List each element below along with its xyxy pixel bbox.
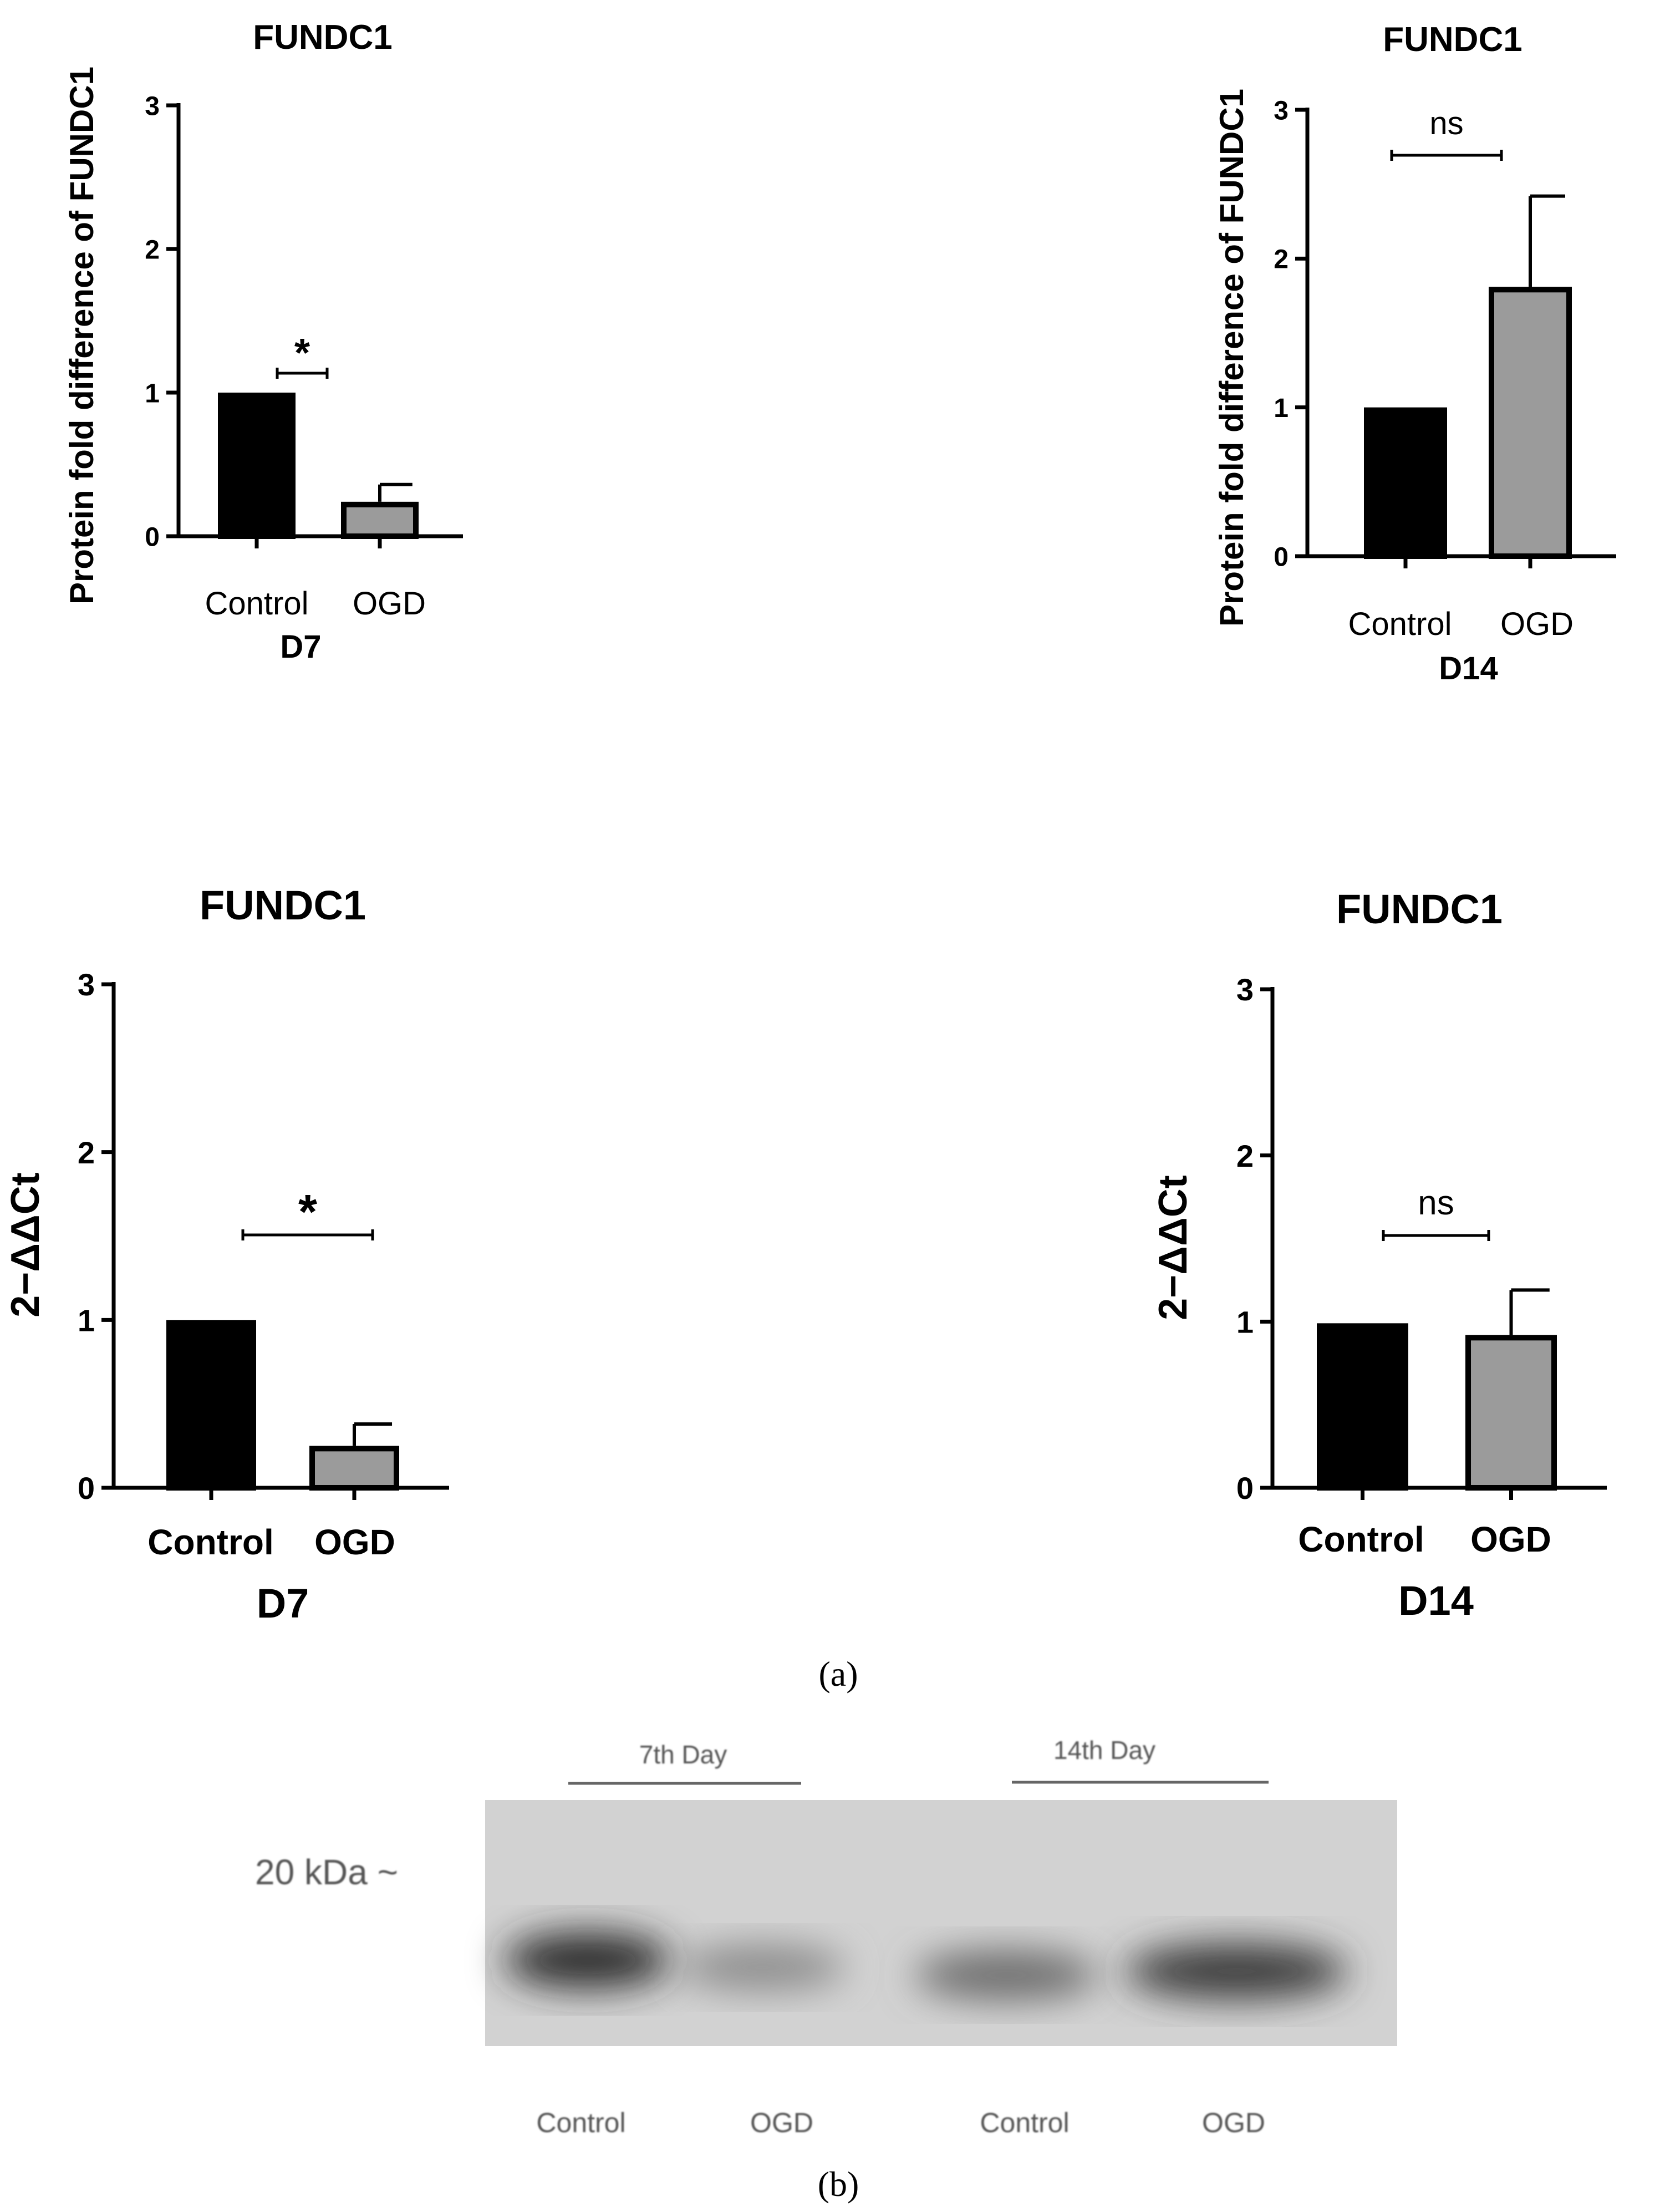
chart-title: FUNDC1: [253, 18, 392, 57]
y-axis-label: 2−ΔΔCt: [1151, 1175, 1195, 1320]
bar-control: [218, 393, 296, 539]
blot-group-7th-day: 7th Day: [568, 1740, 801, 1785]
y-axis-label: 2−ΔΔCt: [3, 1172, 48, 1318]
x-category-label: Control: [1348, 606, 1452, 642]
bar-control: [1317, 1323, 1408, 1491]
significance-label: *: [294, 330, 310, 375]
blot-lane-label: OGD: [1202, 2107, 1265, 2138]
y-tick-label: 1: [1274, 394, 1289, 423]
y-axis-label: Protein fold difference of FUNDC1: [1213, 89, 1250, 627]
blot-group-label: 14th Day: [1053, 1736, 1155, 1764]
chart-western-d14: FUNDC1 Protein fold difference of FUNDC1 0…: [1213, 21, 1616, 687]
x-group-label: D14: [1439, 650, 1498, 687]
x-category-label: OGD: [353, 586, 426, 622]
chart-qpcr-d14: FUNDC1 2−ΔΔCt 0 1 2 3 Control OGD D14 ns: [1151, 886, 1607, 1624]
y-tick-label: 0: [1274, 542, 1289, 572]
y-tick-label: 2: [1274, 245, 1289, 274]
bar-ogd: [1489, 287, 1572, 559]
x-category-label: OGD: [1500, 606, 1574, 642]
blot-band-ogd-d7: [679, 1945, 846, 1990]
y-tick-label: 3: [78, 967, 95, 1002]
x-group-label: D7: [257, 1580, 309, 1626]
y-tick-label: 0: [78, 1471, 95, 1506]
significance-label: *: [298, 1184, 317, 1239]
chart-title: FUNDC1: [1336, 886, 1503, 932]
chart-title: FUNDC1: [1383, 21, 1522, 59]
bar-control: [1364, 407, 1447, 560]
x-category-label: Control: [1298, 1519, 1424, 1559]
bar-control: [166, 1320, 256, 1491]
blot-lane-label: Control: [536, 2107, 625, 2138]
panel-a-label: (a): [818, 1654, 858, 1694]
x-group-label: D14: [1398, 1578, 1474, 1624]
x-category-label: OGD: [1470, 1519, 1551, 1559]
y-tick-label: 3: [1236, 972, 1254, 1007]
panel-b-label: (b): [818, 2164, 859, 2204]
blot-lane-label: OGD: [750, 2107, 813, 2138]
bar-ogd: [309, 1446, 399, 1491]
chart-western-d7: FUNDC1 Protein fold difference of FUNDC1 0…: [63, 18, 463, 665]
y-tick-label: 0: [1236, 1471, 1254, 1506]
blot-band-ogd-d14: [1126, 1944, 1347, 1999]
x-category-label: OGD: [314, 1522, 395, 1562]
y-tick-label: 3: [145, 91, 160, 121]
y-axis-label: Protein fold difference of FUNDC1: [63, 67, 100, 604]
y-tick-label: 2: [1236, 1138, 1254, 1173]
blot-membrane: [485, 1800, 1397, 2046]
western-blot: 7th Day 14th Day 20 kDa ~ Control OGD Co…: [255, 1736, 1397, 2138]
blot-band-control-d14: [915, 1951, 1098, 2000]
blot-group-label: 7th Day: [639, 1740, 727, 1769]
x-category-label: Control: [205, 586, 309, 622]
blot-group-14th-day: 14th Day: [1012, 1736, 1269, 1784]
y-tick-label: 1: [145, 379, 160, 408]
significance-label: ns: [1429, 105, 1463, 141]
blot-lane-label: Control: [980, 2107, 1069, 2138]
bar-ogd: [1465, 1335, 1557, 1491]
chart-title: FUNDC1: [200, 882, 366, 928]
y-tick-label: 2: [145, 235, 160, 265]
y-tick-label: 1: [78, 1303, 95, 1338]
significance-label: ns: [1418, 1184, 1454, 1222]
y-tick-label: 0: [145, 522, 160, 552]
y-tick-label: 3: [1274, 96, 1289, 125]
x-category-label: Control: [147, 1522, 274, 1562]
x-group-label: D7: [280, 629, 321, 665]
blot-band-control-d7: [505, 1933, 671, 1988]
y-tick-label: 2: [78, 1135, 95, 1170]
y-tick-label: 1: [1236, 1304, 1254, 1339]
blot-bands: [505, 1933, 1347, 2000]
blot-marker-label: 20 kDa ~: [255, 1852, 398, 1892]
bar-ogd: [341, 501, 419, 540]
